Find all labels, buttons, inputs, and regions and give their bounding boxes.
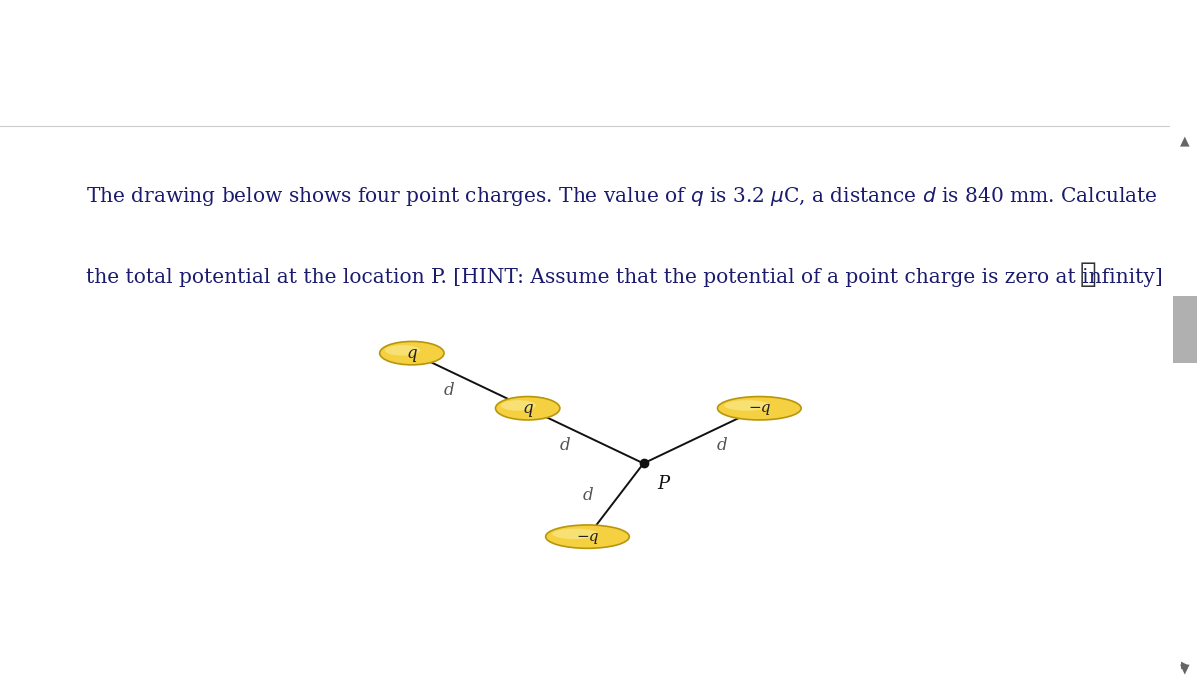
Ellipse shape bbox=[500, 400, 536, 411]
Text: 🖱: 🖱 bbox=[1080, 260, 1097, 288]
Text: q: q bbox=[522, 400, 533, 416]
Ellipse shape bbox=[546, 525, 629, 548]
Text: −q: −q bbox=[748, 401, 770, 415]
Text: ▲: ▲ bbox=[1180, 135, 1190, 148]
Ellipse shape bbox=[552, 529, 599, 539]
Text: P: P bbox=[658, 475, 670, 493]
Text: d: d bbox=[716, 437, 727, 454]
Text: ▶: ▶ bbox=[1181, 659, 1189, 670]
Ellipse shape bbox=[385, 345, 420, 356]
Text: q: q bbox=[407, 345, 418, 362]
Ellipse shape bbox=[379, 342, 444, 365]
Text: the total potential at the location P. [HINT: Assume that the potential of a poi: the total potential at the location P. [… bbox=[86, 269, 1163, 288]
Text: −q: −q bbox=[576, 530, 599, 543]
Ellipse shape bbox=[496, 397, 560, 420]
Text: d: d bbox=[559, 437, 570, 454]
Text: d: d bbox=[583, 487, 593, 504]
Text: d: d bbox=[444, 382, 455, 399]
Ellipse shape bbox=[718, 397, 802, 420]
FancyBboxPatch shape bbox=[1174, 296, 1198, 363]
Text: ▼: ▼ bbox=[1180, 662, 1190, 675]
Text: The drawing below shows four point charges. The value of $q$ is 3.2 $\mu$C, a di: The drawing below shows four point charg… bbox=[86, 185, 1158, 208]
Ellipse shape bbox=[724, 400, 770, 411]
